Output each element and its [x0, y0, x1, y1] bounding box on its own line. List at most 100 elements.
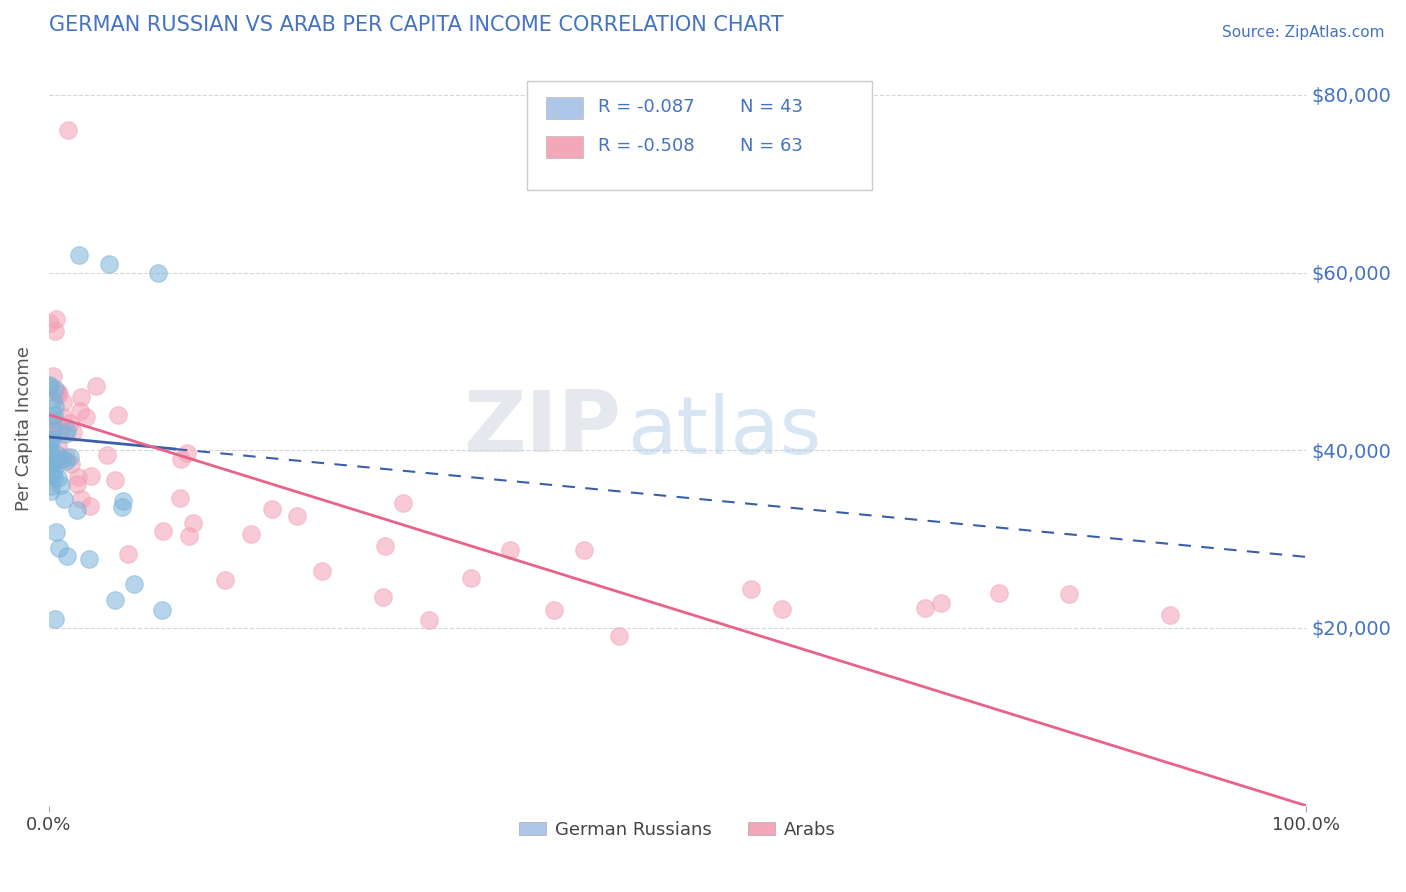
Bar [546, 136, 583, 159]
Text: atlas: atlas [627, 392, 821, 471]
Point [75, 409, 97, 424]
Point [56, 425, 79, 439]
Point [260, 501, 283, 516]
Point [39, 425, 62, 439]
Text: R = -0.508: R = -0.508 [599, 137, 695, 155]
Point [572, 543, 595, 558]
Point [177, 529, 200, 543]
Point [46, 470, 69, 484]
Point [607, 629, 630, 643]
Point [79, 500, 101, 514]
Point [152, 524, 174, 538]
Point [52, 491, 75, 506]
Point [45, 312, 67, 326]
Point [41, 432, 63, 446]
Point [84, 379, 107, 393]
Point [59, 416, 82, 430]
Point [39, 379, 62, 393]
Point [51, 395, 73, 409]
Point [59, 450, 82, 464]
Point [988, 585, 1011, 599]
Bar [546, 96, 583, 120]
Point [38, 377, 60, 392]
Point [740, 582, 762, 597]
Point [1159, 608, 1181, 623]
Point [66, 469, 89, 483]
Point [39, 479, 62, 493]
Point [311, 564, 333, 578]
Point [42, 423, 65, 437]
Point [122, 576, 145, 591]
Point [499, 542, 522, 557]
Point [44, 612, 66, 626]
Point [111, 500, 134, 514]
Point [39, 457, 62, 471]
Point [45, 525, 67, 540]
Point [53, 427, 76, 442]
Point [391, 496, 413, 510]
Point [49, 478, 72, 492]
Point [59, 457, 82, 471]
Point [46, 453, 69, 467]
Point [169, 491, 191, 506]
Point [39, 457, 62, 471]
Point [51, 452, 73, 467]
Point [55, 450, 77, 464]
Point [70, 391, 93, 405]
Text: GERMAN RUSSIAN VS ARAB PER CAPITA INCOME CORRELATION CHART: GERMAN RUSSIAN VS ARAB PER CAPITA INCOME… [49, 15, 783, 35]
Point [418, 613, 440, 627]
Point [42, 455, 65, 469]
Point [48, 449, 70, 463]
Point [48, 541, 70, 555]
Point [56, 123, 79, 137]
Point [107, 409, 129, 423]
Point [117, 548, 139, 562]
Point [39, 316, 62, 330]
Point [44, 382, 66, 396]
Point [45, 386, 67, 401]
Point [240, 527, 263, 541]
Point [39, 437, 62, 451]
Point [1057, 586, 1080, 600]
Y-axis label: Per Capita Income: Per Capita Income [15, 345, 32, 510]
Point [285, 508, 308, 523]
Point [49, 419, 72, 434]
Point [44, 469, 66, 483]
Point [97, 257, 120, 271]
Text: ZIP: ZIP [464, 386, 621, 469]
Point [39, 443, 62, 458]
Text: R = -0.087: R = -0.087 [599, 98, 695, 116]
Point [770, 601, 793, 615]
Point [460, 571, 482, 585]
Point [42, 392, 65, 407]
Point [96, 448, 118, 462]
Point [62, 425, 84, 439]
Point [104, 592, 127, 607]
Text: N = 63: N = 63 [741, 137, 803, 155]
Point [176, 445, 198, 459]
Point [42, 462, 65, 476]
Point [49, 423, 72, 437]
Point [79, 552, 101, 566]
Text: N = 43: N = 43 [741, 98, 803, 116]
Point [44, 324, 66, 338]
Point [111, 493, 134, 508]
Point [38, 434, 60, 449]
Point [914, 601, 936, 615]
Point [374, 539, 396, 553]
Point [169, 452, 191, 467]
Point [104, 473, 127, 487]
Point [38, 417, 60, 432]
Point [67, 248, 90, 262]
Point [66, 502, 89, 516]
Point [42, 412, 65, 426]
Point [41, 467, 63, 482]
Point [66, 477, 89, 491]
Point [46, 385, 69, 400]
Point [42, 369, 65, 384]
Point [39, 453, 62, 467]
Point [52, 409, 75, 424]
Point [214, 574, 236, 588]
Point [929, 596, 952, 610]
Point [55, 454, 77, 468]
